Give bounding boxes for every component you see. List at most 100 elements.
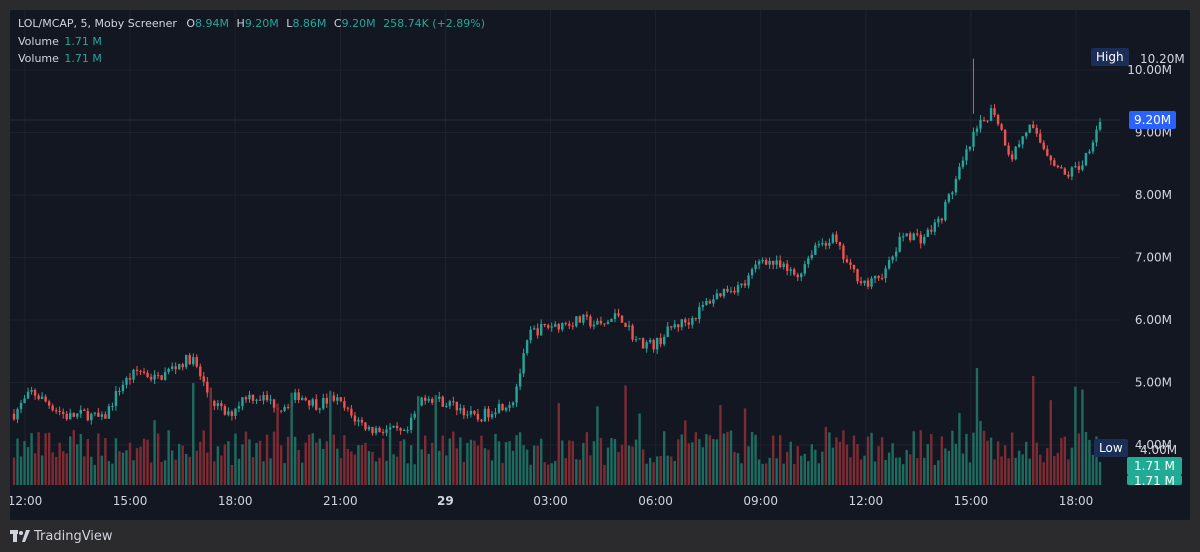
candle-body	[367, 426, 371, 430]
volume-bar	[835, 437, 838, 485]
volume-bar	[568, 440, 571, 485]
candle-body	[887, 260, 891, 269]
symbol-title[interactable]: LOL/MCAP, 5, Moby Screener	[18, 17, 177, 30]
candle-body	[982, 119, 986, 121]
volume-label[interactable]: Volume	[18, 35, 59, 48]
volume-bar	[845, 444, 849, 485]
volume-bar	[339, 458, 343, 485]
candle-body	[1098, 121, 1102, 130]
volume-bar	[44, 433, 47, 485]
candle-body	[775, 260, 778, 265]
candle-body	[747, 275, 750, 286]
candle-body	[641, 338, 645, 349]
candle-body	[438, 396, 441, 399]
volume-label-2[interactable]: Volume	[18, 52, 59, 65]
volume-bar	[880, 437, 884, 485]
candle-body	[455, 401, 459, 411]
candle-body	[933, 222, 937, 232]
volume-bar	[715, 439, 719, 485]
candle-body	[958, 166, 961, 180]
candlestick-chart[interactable]: 12:00 15:00 18:00 21:00 29 03:00 06:00 09:00 12:…	[10, 10, 1190, 520]
volume-bar	[1035, 442, 1038, 485]
low-value: 8.86M	[292, 17, 327, 30]
volume-bar	[146, 439, 149, 485]
volume-bar	[582, 442, 585, 485]
volume-bar	[90, 456, 93, 485]
volume-bar	[97, 433, 100, 485]
last-price-tag: 9.20M	[1129, 111, 1177, 129]
volume-bar	[986, 440, 989, 485]
candle-body	[1060, 167, 1063, 169]
volume-bar	[501, 462, 504, 485]
volume-bar	[884, 460, 887, 485]
volume-bar	[1017, 450, 1021, 485]
volume-bar	[508, 441, 511, 485]
volume-bar	[213, 461, 216, 485]
candle-body	[104, 414, 107, 419]
volume-bar	[708, 435, 712, 485]
volume-bar	[185, 453, 188, 485]
volume-bar	[511, 450, 515, 485]
candle-body	[44, 396, 47, 402]
candle-body	[564, 323, 567, 325]
volume-bar	[515, 435, 518, 485]
volume-bar	[1063, 436, 1067, 485]
volume-bar	[438, 450, 441, 485]
volume-bar	[666, 455, 669, 485]
volume-bar	[58, 442, 61, 485]
candle-body	[842, 245, 845, 260]
volume-bar	[504, 442, 508, 485]
candle-body	[571, 325, 575, 327]
candle-body	[972, 131, 975, 147]
candle-body	[265, 394, 269, 401]
tradingview-logo-icon[interactable]	[10, 530, 30, 542]
candle-body	[357, 419, 360, 422]
candle-body	[596, 320, 599, 325]
candle-body	[395, 425, 399, 429]
candle-body	[227, 411, 230, 415]
candle-body	[216, 403, 220, 407]
volume-bar	[469, 439, 473, 485]
volume-bar	[371, 451, 374, 485]
candle-body	[318, 408, 321, 410]
candle-body	[1063, 168, 1067, 175]
time-tick-label: 03:00	[533, 494, 568, 508]
volume-bar	[1014, 457, 1017, 485]
price-tick-label: 6.00M	[1135, 313, 1172, 327]
volume-bar	[786, 451, 789, 485]
volume-bar	[125, 450, 128, 485]
candle-body	[308, 400, 311, 406]
volume-bar	[849, 457, 852, 485]
candle-body	[866, 280, 870, 287]
candle-body	[185, 355, 188, 368]
volume-legend-2: Volume 1.71 M	[18, 52, 102, 65]
volume-bar	[684, 420, 687, 485]
volume-bar	[1084, 432, 1088, 485]
candle-body	[483, 408, 487, 422]
candle-body	[1039, 133, 1042, 143]
volume-bar	[343, 435, 346, 485]
close-label: C	[333, 17, 342, 30]
volume-bar	[19, 456, 23, 485]
candle-body	[297, 392, 300, 401]
candle-body	[37, 395, 40, 399]
candle-body	[107, 406, 111, 419]
volume-bar	[916, 458, 919, 485]
volume-bar	[863, 455, 866, 485]
candle-body	[835, 234, 838, 243]
chart-panel[interactable]: 12:00 15:00 18:00 21:00 29 03:00 06:00 09:00 12:…	[10, 10, 1190, 520]
time-tick-label: 12:00	[849, 494, 884, 508]
candle-body	[79, 409, 82, 414]
candle-body	[51, 405, 54, 411]
high-marker-text: High	[1096, 50, 1124, 64]
candle-body	[90, 413, 93, 421]
last-volume-tag-2: 1.71 M	[1127, 475, 1182, 485]
candle-body	[954, 179, 958, 193]
brand-name[interactable]: TradingView	[34, 528, 113, 544]
volume-bar	[192, 383, 195, 485]
candle-body	[884, 268, 887, 279]
price-tick-label: 5.00M	[1135, 376, 1172, 390]
candle-body	[979, 119, 982, 129]
volume-bar	[1088, 439, 1091, 485]
volume-bar	[557, 403, 560, 485]
